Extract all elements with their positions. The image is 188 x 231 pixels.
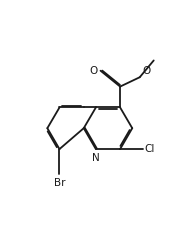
Text: N: N: [92, 153, 100, 163]
Text: Cl: Cl: [145, 144, 155, 154]
Text: O: O: [89, 66, 98, 76]
Text: Br: Br: [54, 178, 65, 188]
Text: O: O: [143, 66, 151, 76]
